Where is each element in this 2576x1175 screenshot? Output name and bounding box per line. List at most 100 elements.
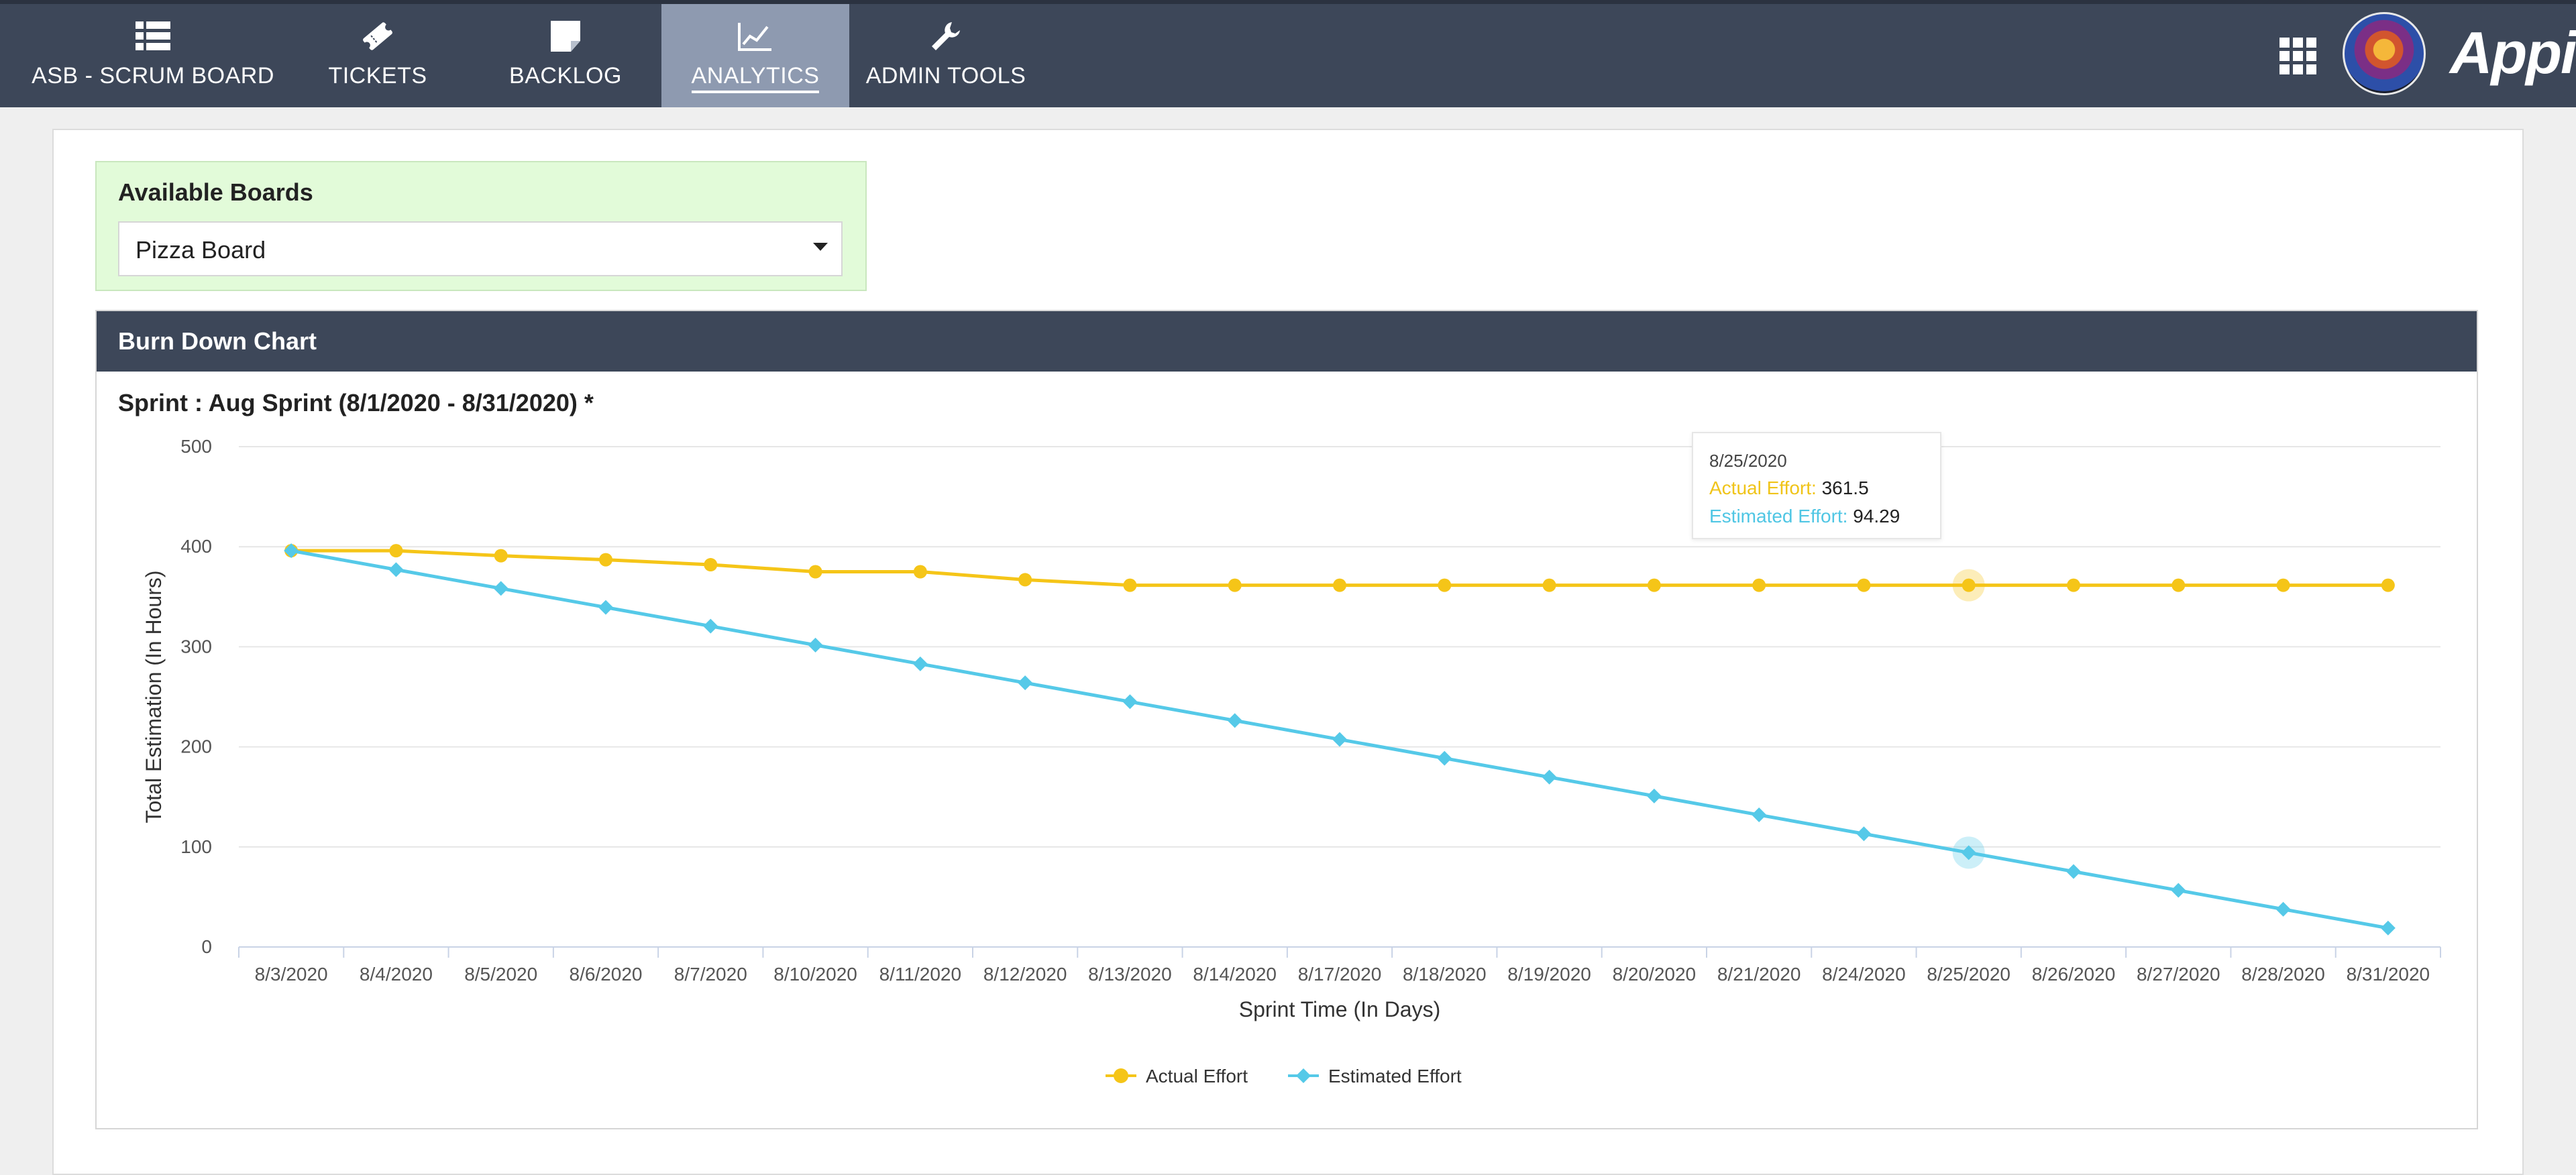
legend-label: Estimated Effort bbox=[1328, 1066, 1462, 1086]
data-point bbox=[1856, 826, 1872, 842]
data-point bbox=[1332, 732, 1347, 747]
burn-down-chart: 0 100 200 300 400 500 8/3/2020 8/4/2020 8/5/2020… bbox=[142, 436, 2441, 1086]
legend-marker bbox=[1114, 1068, 1128, 1083]
data-point bbox=[913, 565, 927, 579]
user-avatar[interactable] bbox=[2343, 12, 2426, 95]
tab-label: ADMIN TOOLS bbox=[865, 63, 1026, 89]
available-boards-label: Available Boards bbox=[118, 178, 313, 206]
x-tick-label: 8/28/2020 bbox=[2241, 964, 2325, 985]
data-point bbox=[1542, 578, 1556, 592]
tab-scrum-board[interactable]: ASB - SCRUM BOARD bbox=[25, 4, 280, 107]
legend-label: Actual Effort bbox=[1146, 1066, 1248, 1086]
chevron-down-icon bbox=[813, 243, 828, 251]
x-tick-label: 8/24/2020 bbox=[1822, 964, 1906, 985]
data-point bbox=[2381, 578, 2395, 592]
tab-backlog[interactable]: BACKLOG bbox=[494, 4, 637, 107]
data-point bbox=[2171, 578, 2186, 592]
ticket-icon bbox=[359, 17, 396, 55]
tooltip-estimated-label: Estimated Effort: bbox=[1709, 506, 1848, 526]
burn-down-header: Burn Down Chart bbox=[97, 311, 2477, 372]
data-point bbox=[1122, 694, 1138, 710]
chart-tooltip: 8/25/2020 Actual Effort: 361.5 Estimated… bbox=[1692, 432, 1941, 539]
x-tick-label: 8/21/2020 bbox=[1717, 964, 1801, 985]
x-tick-label: 8/19/2020 bbox=[1507, 964, 1591, 985]
tooltip-estimated-value: 94.29 bbox=[1853, 506, 1900, 526]
x-tick-label: 8/10/2020 bbox=[773, 964, 857, 985]
y-tick-label: 300 bbox=[180, 636, 212, 657]
tab-admin-tools[interactable]: ADMIN TOOLS bbox=[863, 4, 1029, 107]
x-tick-label: 8/3/2020 bbox=[255, 964, 328, 985]
note-icon bbox=[547, 17, 584, 55]
x-tick-label: 8/26/2020 bbox=[2032, 964, 2116, 985]
x-tick-label: 8/14/2020 bbox=[1193, 964, 1277, 985]
data-point bbox=[1857, 578, 1871, 592]
x-tick-label: 8/25/2020 bbox=[1927, 964, 2010, 985]
data-point bbox=[599, 553, 612, 567]
app-launcher-icon[interactable] bbox=[2278, 36, 2318, 76]
tooltip-date: 8/25/2020 bbox=[1709, 451, 1787, 471]
board-dropdown-value: Pizza Board bbox=[136, 236, 266, 264]
data-point bbox=[2171, 883, 2186, 898]
board-dropdown[interactable]: Pizza Board bbox=[118, 221, 843, 276]
data-point bbox=[1646, 788, 1662, 803]
data-point bbox=[2276, 578, 2290, 592]
x-tick-label: 8/31/2020 bbox=[2347, 964, 2430, 985]
available-boards-section: Available Boards Pizza Board bbox=[95, 161, 867, 291]
data-point bbox=[1647, 578, 1661, 592]
x-tick-label: 8/11/2020 bbox=[879, 964, 962, 985]
data-point bbox=[1752, 807, 1767, 823]
x-tick-label: 8/13/2020 bbox=[1088, 964, 1172, 985]
data-point bbox=[2380, 920, 2396, 936]
chart-line-icon bbox=[737, 17, 774, 55]
data-point bbox=[1018, 675, 1033, 691]
x-tick-label: 8/18/2020 bbox=[1403, 964, 1487, 985]
data-point bbox=[284, 543, 299, 559]
tab-tickets[interactable]: TICKETS bbox=[315, 4, 440, 107]
tooltip-estimated-row: Estimated Effort: 94.29 bbox=[1709, 506, 1900, 527]
appian-logo: Appian bbox=[2450, 19, 2576, 86]
y-tick-label: 0 bbox=[201, 936, 212, 957]
data-point bbox=[704, 558, 718, 572]
data-point bbox=[1333, 578, 1346, 592]
tab-label: BACKLOG bbox=[509, 63, 622, 89]
data-point bbox=[598, 600, 613, 615]
x-tick-label: 8/27/2020 bbox=[2137, 964, 2220, 985]
data-point bbox=[493, 581, 508, 596]
x-tick-label: 8/7/2020 bbox=[674, 964, 747, 985]
x-axis-title: Sprint Time (In Days) bbox=[1239, 997, 1441, 1021]
y-tick-label: 500 bbox=[180, 436, 212, 457]
tab-label: TICKETS bbox=[328, 63, 427, 89]
data-point bbox=[2066, 864, 2081, 879]
data-point bbox=[1752, 578, 1766, 592]
data-point bbox=[808, 637, 823, 653]
x-tick-label: 8/5/2020 bbox=[464, 964, 537, 985]
tab-label: ASB - SCRUM BOARD bbox=[32, 63, 274, 89]
tab-label: ANALYTICS bbox=[691, 63, 820, 93]
x-tick-label: 8/20/2020 bbox=[1613, 964, 1697, 985]
tooltip-actual-value: 361.5 bbox=[1821, 478, 1869, 498]
data-point bbox=[1962, 578, 1976, 592]
tab-analytics[interactable]: ANALYTICS bbox=[661, 4, 849, 107]
data-point bbox=[1018, 573, 1032, 587]
data-point bbox=[912, 656, 928, 671]
burn-down-title: Burn Down Chart bbox=[118, 327, 317, 355]
y-axis-title: Total Estimation (In Hours) bbox=[142, 570, 166, 823]
sprint-title: Sprint : Aug Sprint (8/1/2020 - 8/31/202… bbox=[118, 389, 594, 416]
list-icon bbox=[134, 17, 172, 55]
y-tick-label: 400 bbox=[180, 536, 212, 557]
data-point bbox=[2067, 578, 2080, 592]
data-point bbox=[389, 544, 403, 558]
data-point bbox=[1228, 578, 1242, 592]
y-tick-label: 100 bbox=[180, 836, 212, 857]
legend-marker bbox=[1296, 1068, 1311, 1083]
data-point bbox=[1438, 578, 1452, 592]
data-point bbox=[808, 565, 822, 579]
data-point bbox=[2275, 901, 2291, 917]
burn-down-panel: Burn Down Chart Sprint : Aug Sprint (8/1… bbox=[95, 310, 2478, 1129]
data-point bbox=[1542, 769, 1557, 785]
top-navigation-bar: ASB - SCRUM BOARD TICKETS BACKLOG bbox=[0, 0, 2576, 107]
data-point bbox=[703, 618, 718, 634]
data-point bbox=[494, 549, 508, 563]
x-tick-label: 8/17/2020 bbox=[1298, 964, 1382, 985]
data-point bbox=[1227, 713, 1242, 728]
